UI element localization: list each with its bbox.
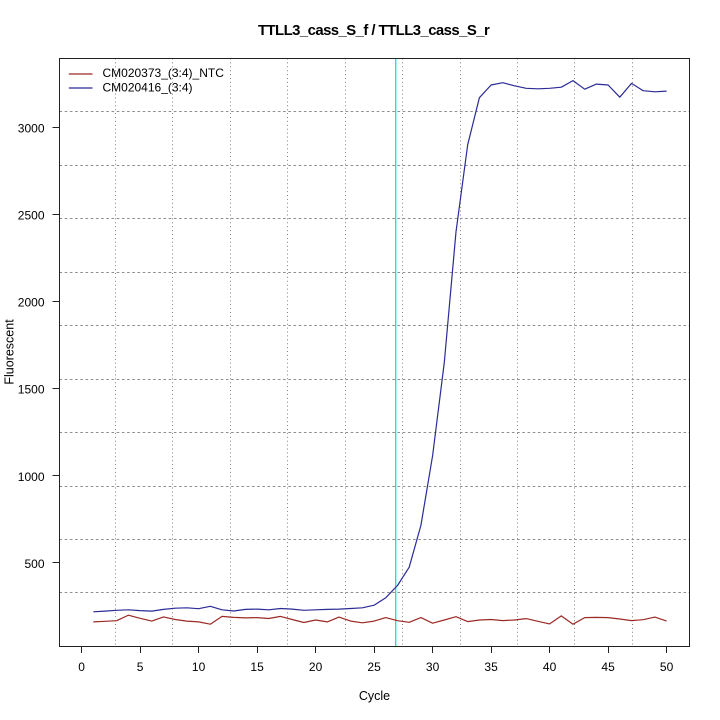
svg-text:30: 30 bbox=[426, 660, 440, 674]
svg-text:0: 0 bbox=[78, 660, 85, 674]
svg-text:2000: 2000 bbox=[18, 296, 45, 310]
svg-text:25: 25 bbox=[367, 660, 381, 674]
svg-text:20: 20 bbox=[309, 660, 323, 674]
svg-text:CM020416_(3:4): CM020416_(3:4) bbox=[103, 81, 193, 95]
svg-text:TTLL3_cass_S_f / TTLL3_cass_S_: TTLL3_cass_S_f / TTLL3_cass_S_r bbox=[258, 23, 490, 39]
svg-text:Fluorescent: Fluorescent bbox=[2, 319, 16, 385]
svg-text:Cycle: Cycle bbox=[359, 689, 390, 703]
svg-text:3000: 3000 bbox=[18, 121, 45, 135]
svg-text:45: 45 bbox=[601, 660, 615, 674]
svg-text:10: 10 bbox=[192, 660, 206, 674]
svg-text:1500: 1500 bbox=[18, 383, 45, 397]
svg-text:5: 5 bbox=[137, 660, 144, 674]
svg-text:CM020373_(3:4)_NTC: CM020373_(3:4)_NTC bbox=[103, 66, 225, 80]
svg-text:35: 35 bbox=[484, 660, 498, 674]
svg-text:500: 500 bbox=[24, 557, 44, 571]
svg-text:2500: 2500 bbox=[18, 208, 45, 222]
svg-text:40: 40 bbox=[543, 660, 557, 674]
svg-text:1000: 1000 bbox=[18, 470, 45, 484]
svg-text:50: 50 bbox=[660, 660, 674, 674]
svg-text:15: 15 bbox=[250, 660, 264, 674]
